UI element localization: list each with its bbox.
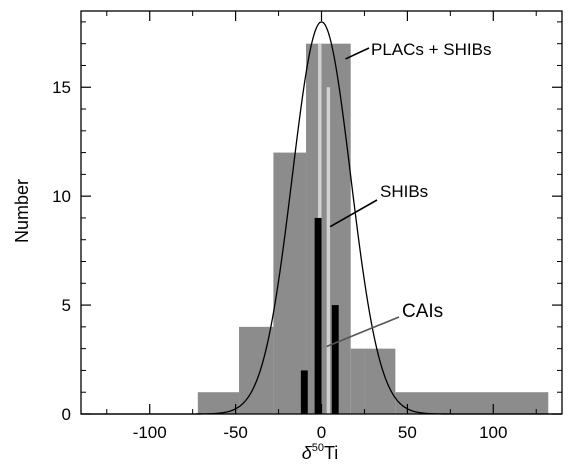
- bar-placs-shibs-6: [395, 392, 549, 414]
- x-axis-label-superscript: 50: [312, 442, 324, 454]
- y-tick-label: 10: [52, 187, 71, 206]
- annotation-leader-line: [329, 199, 378, 228]
- annotations: PLACs + SHIBs SHIBs CAIs: [326, 40, 491, 348]
- y-tick-label: 0: [62, 405, 71, 424]
- y-tick-label: 15: [52, 78, 71, 97]
- annotation-label-placs-shibs: PLACs + SHIBs: [371, 40, 491, 59]
- y-axis-label: Number: [12, 179, 32, 243]
- x-tick-label: 0: [317, 423, 326, 442]
- y-tick-label: 5: [62, 296, 71, 315]
- x-tick-label: 50: [398, 423, 417, 442]
- plot-area: [81, 21, 562, 415]
- x-tick-label: 100: [479, 423, 507, 442]
- annotation-label-cais: CAIs: [402, 301, 443, 322]
- bar-cais-0: [300, 370, 308, 414]
- bar-shibs-1: [326, 87, 331, 415]
- x-axis-label-rest: Ti: [324, 443, 338, 463]
- bar-placs-shibs-4: [350, 348, 365, 414]
- annotation-leader-line: [326, 316, 400, 348]
- bar-placs-shibs-0: [197, 392, 240, 414]
- axis-ticks: -100 -50 0 50 100 0 5 10 15: [52, 11, 562, 442]
- x-tick-label: -50: [223, 423, 248, 442]
- x-axis-label: δ50Ti: [302, 442, 339, 463]
- x-axis-label-base: δ: [302, 443, 313, 463]
- bar-cais-2: [331, 305, 339, 414]
- annotation-label-shibs: SHIBs: [380, 182, 428, 201]
- bar-cais-1: [314, 217, 322, 414]
- x-tick-label: -100: [133, 423, 167, 442]
- annotation-leader-line: [345, 47, 370, 60]
